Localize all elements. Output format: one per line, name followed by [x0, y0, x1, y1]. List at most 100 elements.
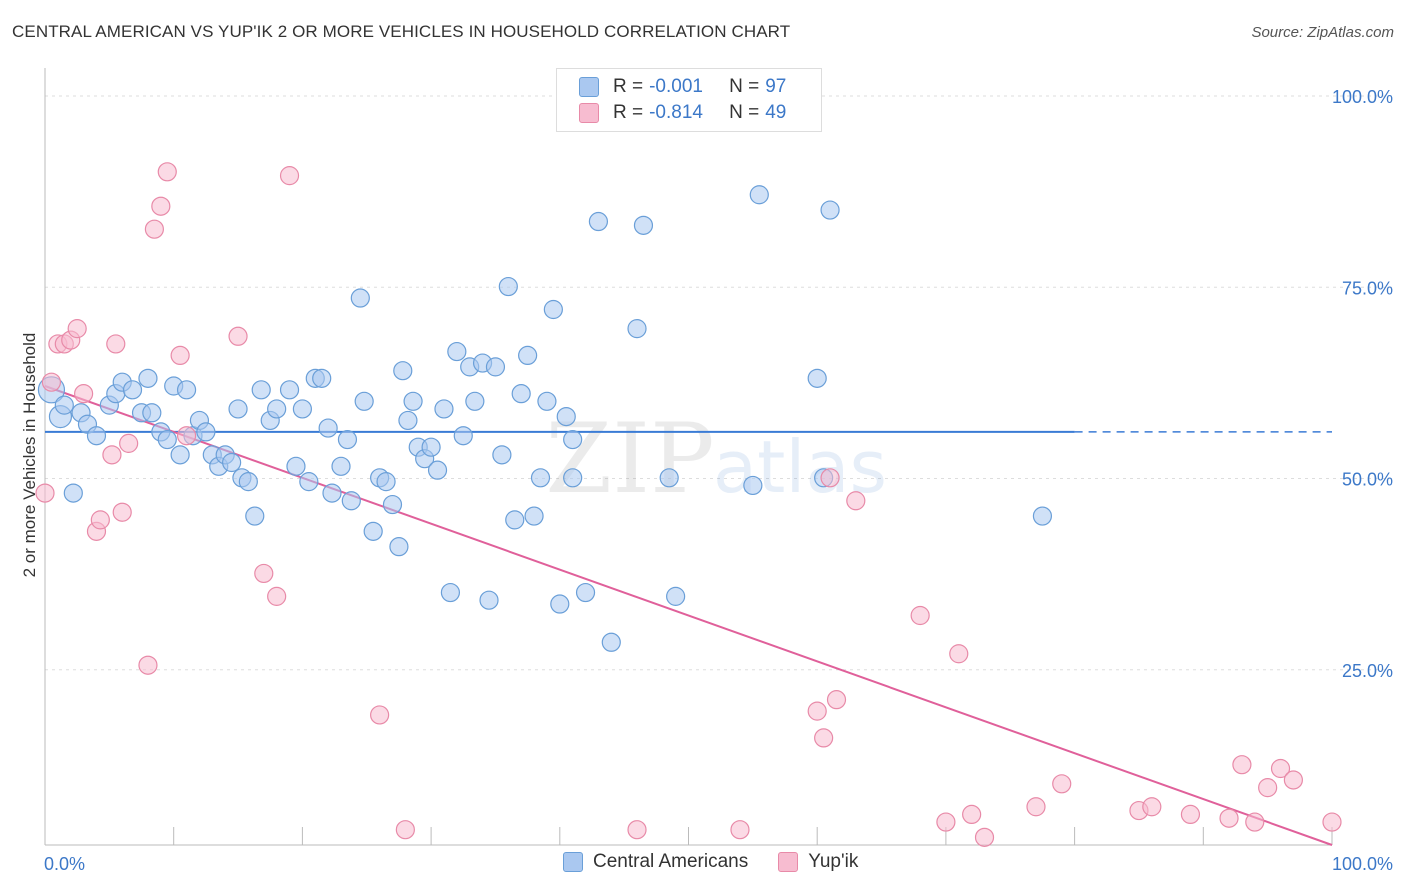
data-point-central-americans [341, 491, 361, 511]
data-point-yupik [974, 827, 995, 847]
data-point-central-americans [403, 391, 423, 411]
data-point-yupik [1026, 797, 1046, 817]
data-point-central-americans [267, 399, 287, 419]
n-label: N = [729, 76, 760, 97]
r-value: -0.814 [649, 102, 703, 123]
r-label: R = [613, 102, 644, 123]
y-tick-label: 75.0% [1342, 278, 1393, 298]
chart-title: CENTRAL AMERICAN VS YUP'IK 2 OR MORE VEH… [12, 22, 791, 41]
pink-swatch-icon [579, 103, 599, 123]
data-point-central-americans [543, 299, 563, 320]
data-point-yupik [228, 326, 248, 346]
legend-label: Central Americans [593, 851, 749, 872]
data-point-central-americans [807, 368, 827, 388]
r-label: R = [613, 76, 644, 97]
data-point-central-americans [505, 510, 525, 530]
data-point-central-americans [550, 594, 570, 614]
data-point-central-americans [363, 521, 383, 541]
data-point-yupik [395, 820, 415, 840]
legend-row-yupik: R = -0.814 N = 49 [579, 101, 786, 125]
data-point-yupik [1270, 758, 1291, 779]
legend-item-central-americans[interactable]: Central Americans [563, 851, 748, 873]
data-point-yupik [176, 426, 197, 446]
data-point-yupik [41, 372, 62, 392]
data-point-yupik [1283, 770, 1303, 790]
data-point-yupik [170, 345, 190, 365]
data-point-central-americans [122, 380, 143, 400]
data-point-central-americans [518, 345, 538, 365]
data-point-central-americans [666, 586, 686, 606]
trend-line-yupik [44, 385, 1333, 846]
data-point-central-americans [434, 399, 454, 419]
data-point-yupik [370, 705, 390, 725]
tick-labels: 25.0% 50.0% 75.0% 100.0% 0.0% 100.0% [44, 87, 1393, 874]
data-point-yupik [910, 605, 930, 626]
data-point-yupik [807, 701, 827, 721]
blue-swatch-icon [579, 77, 599, 97]
n-value: 97 [765, 76, 787, 97]
data-point-central-americans [138, 368, 158, 388]
data-point-central-americans [537, 391, 557, 411]
data-point-central-americans [318, 418, 338, 438]
data-point-yupik [1052, 774, 1072, 794]
data-point-central-americans [485, 357, 506, 377]
data-point-central-americans [820, 200, 840, 220]
data-point-yupik [67, 319, 87, 339]
data-point-central-americans [157, 429, 177, 450]
data-point-yupik [846, 491, 866, 511]
data-point-central-americans [659, 468, 679, 488]
data-point-central-americans [524, 506, 544, 526]
data-point-yupik [1180, 804, 1201, 825]
data-point-yupik [151, 196, 171, 216]
data-point-central-americans [530, 468, 551, 488]
data-point-yupik [730, 820, 750, 840]
data-point-central-americans [749, 185, 769, 205]
data-point-central-americans [86, 426, 107, 446]
legend-label: Yup'ik [808, 851, 859, 872]
data-point-yupik [119, 433, 139, 453]
data-point-central-americans [421, 437, 441, 457]
data-point-central-americans [563, 468, 583, 488]
data-point-central-americans [465, 391, 485, 411]
data-point-central-americans [222, 452, 242, 473]
data-point-central-americans [453, 426, 473, 446]
data-point-yupik [1245, 812, 1265, 832]
data-point-yupik [627, 820, 647, 840]
series-legend: Central Americans Yup'ik [563, 851, 888, 873]
data-point-central-americans [376, 472, 396, 492]
y-tick-label: 25.0% [1342, 661, 1393, 681]
data-point-yupik [1232, 755, 1252, 775]
x-tick-label: 0.0% [44, 854, 85, 874]
data-point-yupik [74, 384, 94, 404]
y-tick-label: 50.0% [1342, 470, 1393, 490]
data-point-yupik [826, 690, 847, 710]
data-point-central-americans [633, 215, 654, 235]
data-point-central-americans [176, 380, 197, 400]
data-point-central-americans [389, 537, 409, 557]
data-point-yupik [279, 166, 300, 186]
data-point-central-americans [393, 361, 413, 381]
data-point-central-americans [299, 472, 319, 492]
data-point-central-americans [350, 288, 370, 308]
data-point-central-americans [286, 456, 306, 476]
data-point-central-americans [601, 632, 621, 652]
axes [44, 68, 1333, 846]
data-point-central-americans [498, 276, 518, 297]
data-point-central-americans [440, 582, 461, 603]
x-tick-label: 100.0% [1332, 854, 1393, 874]
legend-item-yupik[interactable]: Yup'ik [778, 851, 858, 873]
y-axis-label: 2 or more Vehicles in Household [20, 332, 39, 578]
grid-lines [45, 95, 1395, 671]
data-point-central-americans [54, 395, 74, 415]
data-point-yupik [962, 804, 982, 825]
pink-swatch-icon [778, 852, 799, 872]
data-point-yupik [157, 162, 177, 182]
legend-row-central-americans: R = -0.001 N = 97 [579, 75, 786, 99]
data-point-central-americans [627, 319, 647, 339]
data-point-yupik [936, 812, 956, 832]
data-point-central-americans [563, 429, 583, 450]
watermark: ZIP atlas [545, 403, 887, 515]
data-point-yupik [949, 644, 969, 664]
data-point-central-americans [279, 380, 300, 400]
